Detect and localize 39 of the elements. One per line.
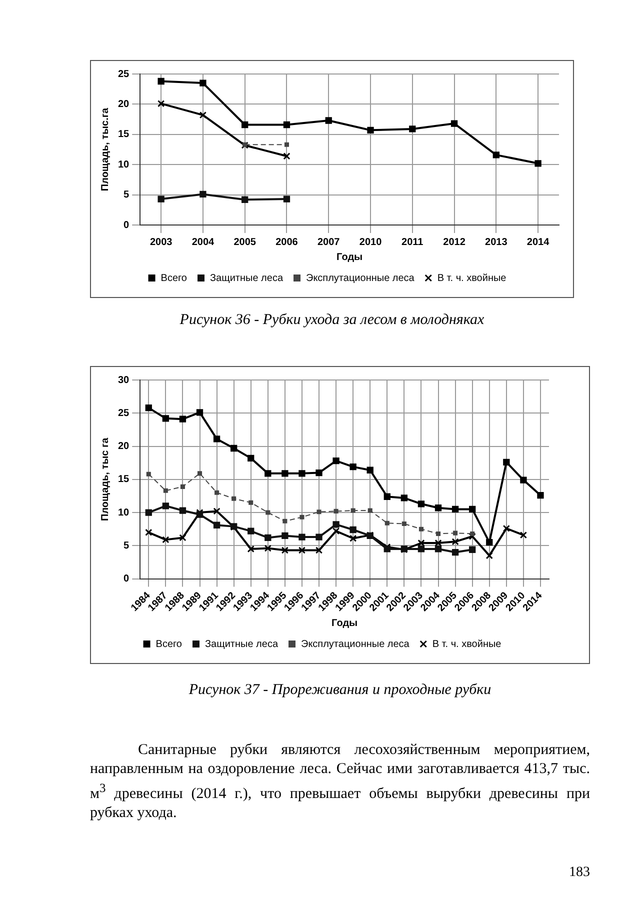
x-tick-label: 2005 bbox=[234, 236, 256, 248]
y-tick-label: 10 bbox=[118, 159, 130, 170]
x-axis-title: Годы bbox=[332, 618, 358, 629]
y-tick-label: 25 bbox=[118, 408, 130, 419]
y-tick-label: 0 bbox=[124, 220, 130, 231]
y-tick-label: 10 bbox=[118, 507, 130, 518]
y-axis-title: Площадь, тыс га bbox=[100, 437, 111, 521]
legend-label: В т. ч. хвойные bbox=[432, 638, 502, 650]
text: 183 bbox=[568, 865, 590, 881]
text: Санитарные рубки являются лесохозяйственным мероприятием, направленным на оздоровление леса. Сейчас ими заготавливается 413,7 тыс. м$^{3}$ древесины (2014 г.), что превышает объемы вырубки древесины при рубках ухода. bbox=[90, 741, 590, 823]
y-tick-label: 5 bbox=[124, 540, 130, 552]
y-tick-label: 20 bbox=[118, 441, 130, 452]
x-axis-title: Годы bbox=[336, 252, 363, 263]
x-tick-label: 2004 bbox=[192, 236, 215, 248]
y-axis-title: Площадь, тыс.га bbox=[100, 107, 111, 192]
x-tick-label: 2011 bbox=[402, 236, 424, 248]
x-tick-label: 2007 bbox=[317, 236, 340, 248]
legend-label: Эксплутационные леса bbox=[301, 638, 410, 650]
x-tick-label: 2003 bbox=[150, 236, 173, 248]
legend-label: Эксплутационные леса bbox=[306, 272, 415, 284]
legend-label: Всего bbox=[160, 272, 188, 284]
y-tick-label: 30 bbox=[118, 374, 130, 386]
legend-label: В т. ч. хвойные bbox=[437, 272, 507, 284]
x-tick-label: 2012 bbox=[443, 236, 466, 248]
y-tick-label: 15 bbox=[118, 474, 130, 486]
x-tick-label: 2010 bbox=[359, 236, 382, 248]
y-tick-label: 0 bbox=[124, 574, 130, 585]
y-tick-label: 25 bbox=[118, 68, 130, 80]
x-tick-label: 2014 bbox=[526, 236, 550, 248]
legend-label: Защитные леса bbox=[210, 272, 284, 284]
text: Рисунок 36 - Рубки ухода за лесом в молодняках bbox=[178, 312, 486, 329]
y-tick-label: 15 bbox=[118, 129, 130, 140]
legend-label: Защитные леса bbox=[205, 638, 278, 650]
x-tick-label: 2013 bbox=[485, 236, 508, 248]
text: Рисунок 37 - Прореживания и проходные рубки bbox=[188, 682, 492, 699]
legend-label: Всего bbox=[156, 638, 182, 650]
y-tick-label: 20 bbox=[118, 98, 130, 110]
y-tick-label: 5 bbox=[124, 190, 130, 201]
x-tick-label: 2006 bbox=[276, 236, 298, 248]
